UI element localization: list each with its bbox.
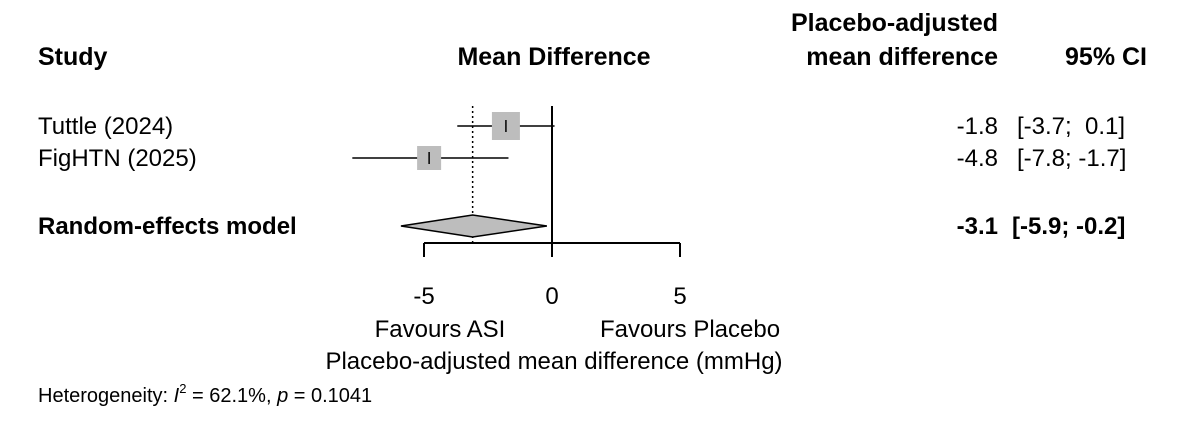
favours-left-label: Favours ASI [374,316,506,343]
pooled-ci: [-5.9; -0.2] [1012,213,1126,240]
study-ci-fightn: [-7.8; -1.7] [1017,145,1127,172]
heterogeneity-text: Heterogeneity: I2 = 62.1%, p = 0.1041 [38,382,373,407]
header-study: Study [38,43,108,71]
heterogeneity-prefix: Heterogeneity: [38,385,174,407]
study-ci-tuttle: [-3.7; 0.1] [1017,113,1126,140]
pooled-name: Random-effects model [38,213,297,240]
i2-symbol: I [173,385,180,407]
study-name-tuttle: Tuttle (2024) [38,113,174,140]
header-adjusted-line2: mean difference [806,43,998,71]
x-tick-label-1: -5 [413,283,434,310]
study-md-fightn: -4.8 [956,145,998,172]
header-ci: 95% CI [1065,43,1147,71]
header-mean-difference: Mean Difference [457,43,651,71]
i2-superscript: 2 [179,381,187,396]
p-symbol: p [277,385,289,407]
x-tick-label-2: 0 [545,283,558,310]
favours-right-label: Favours Placebo [599,316,781,343]
i2-value: = 62.1%, [186,385,278,407]
pooled-md: -3.1 [956,213,998,240]
x-axis-label: Placebo-adjusted mean difference (mmHg) [325,348,783,375]
pooled-diamond [400,214,547,238]
study-name-fightn: FigHTN (2025) [38,145,197,172]
header-adjusted-line1: Placebo-adjusted [791,9,998,37]
study-md-tuttle: -1.8 [956,113,998,140]
p-value: = 0.1041 [288,385,373,407]
x-tick-label-3: 5 [673,283,686,310]
